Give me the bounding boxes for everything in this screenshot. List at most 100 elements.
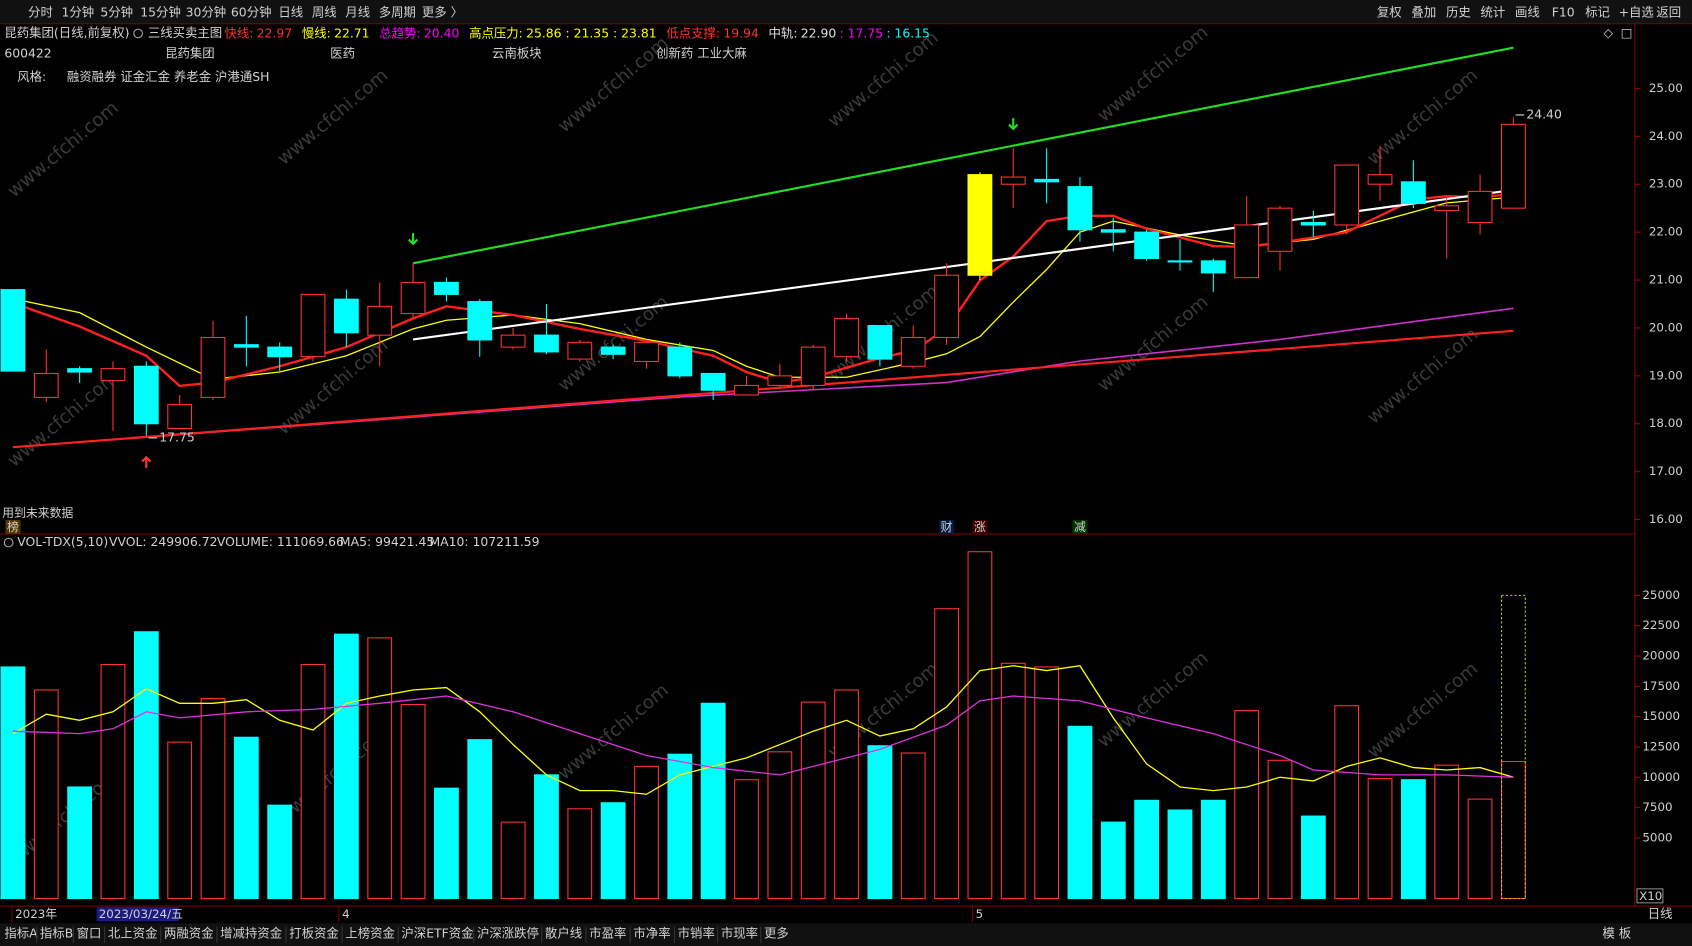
toolbar-item[interactable]: 返回 bbox=[1656, 4, 1681, 19]
bottom-tab[interactable]: 北上资金 bbox=[108, 926, 158, 941]
bottom-tab[interactable]: 增减持资金 bbox=[220, 926, 283, 941]
toolbar-item[interactable]: +自选 bbox=[1619, 4, 1654, 19]
candle-body bbox=[400, 281, 426, 315]
candle-body bbox=[1200, 260, 1226, 274]
toolbar-item[interactable]: 30分钟 bbox=[186, 4, 227, 19]
future-note: 用到未来数据 bbox=[2, 506, 73, 520]
volume-bar bbox=[800, 701, 826, 900]
y-tick-label: 25.00 bbox=[1649, 81, 1683, 95]
y-tick-label: 19.00 bbox=[1649, 368, 1683, 382]
toolbar-item[interactable]: 5分钟 bbox=[100, 4, 133, 19]
y-tick-label: 20.00 bbox=[1649, 320, 1683, 334]
tag: 云南板块 bbox=[492, 45, 542, 60]
toolbar-item[interactable]: 周线 bbox=[312, 4, 337, 19]
bottom-tab[interactable]: 打板资金 bbox=[289, 926, 339, 941]
bottom-tab[interactable]: 窗口 bbox=[77, 926, 102, 941]
indicator-name: 三线买卖主图 bbox=[148, 25, 222, 40]
volume-bar bbox=[767, 751, 793, 900]
bottom-tab[interactable]: 指标A bbox=[4, 926, 38, 941]
bottom-tab[interactable]: 指标B bbox=[40, 926, 73, 941]
candle-body bbox=[1067, 186, 1093, 231]
event-marker[interactable]: 减 bbox=[1074, 520, 1086, 534]
candle-body bbox=[434, 281, 459, 295]
candle-body bbox=[734, 384, 759, 396]
y-tick-label: 17500 bbox=[1642, 679, 1680, 693]
y-tick-label: 22.00 bbox=[1649, 225, 1683, 239]
volume-bar bbox=[267, 804, 293, 900]
icon[interactable]: □ bbox=[1621, 25, 1633, 40]
toolbar-item[interactable]: 日线 bbox=[278, 4, 303, 19]
toolbar-item[interactable]: 月线 bbox=[345, 4, 370, 19]
toolbar-item[interactable]: 统计 bbox=[1481, 4, 1506, 19]
bottom-tab[interactable]: 散户线 bbox=[545, 926, 582, 941]
marker-bg bbox=[939, 519, 955, 534]
volume-bar bbox=[67, 786, 93, 900]
bottom-tab[interactable]: 市净率 bbox=[633, 926, 670, 941]
template-button[interactable]: 模 板 bbox=[1602, 926, 1631, 941]
event-marker[interactable]: 涨 bbox=[974, 520, 986, 534]
event-marker[interactable]: 榜 bbox=[7, 520, 19, 534]
volume-ma bbox=[12, 695, 1514, 778]
x-tick-label: 4 bbox=[342, 907, 350, 921]
toolbar-item[interactable]: 多周期 bbox=[379, 4, 416, 19]
toolbar-item[interactable]: 60分钟 bbox=[231, 4, 272, 19]
toolbar-bg bbox=[0, 0, 1692, 24]
bottom-tab[interactable]: 市盈率 bbox=[589, 926, 626, 941]
toolbar-item[interactable]: 标记 bbox=[1585, 4, 1610, 19]
y-tick-label: 5000 bbox=[1642, 830, 1672, 844]
candle-body bbox=[167, 404, 193, 430]
indicator-label: 总趋势: bbox=[379, 25, 420, 40]
candle-body bbox=[1134, 231, 1160, 260]
tabbar-bg bbox=[0, 923, 1692, 946]
y-tick-label: 7500 bbox=[1642, 800, 1672, 814]
ui: 分时 1分钟 5分钟 15分钟 30分钟 60分钟 日线 周线 月线 多周期 更多 〉复权 叠加 历史统… bbox=[2, 4, 1683, 943]
icon[interactable]: ◇ bbox=[1604, 25, 1614, 40]
candle-body bbox=[567, 341, 593, 360]
toolbar-item[interactable]: 分时 bbox=[28, 4, 53, 19]
indicator-line bbox=[412, 46, 1514, 265]
bottom-tab[interactable]: 更多 bbox=[764, 926, 789, 941]
volume-bar bbox=[500, 821, 526, 900]
toolbar-item[interactable]: 1分钟 bbox=[62, 4, 95, 19]
toolbar-item[interactable]: 复权 bbox=[1377, 4, 1402, 19]
bottom-tab[interactable]: 两融资金 bbox=[164, 926, 214, 941]
toolbar-item[interactable]: 更多 〉 bbox=[422, 4, 463, 19]
bottom-tab[interactable]: 上榜资金 bbox=[345, 926, 395, 941]
candle-body bbox=[867, 325, 893, 360]
indicator-line bbox=[12, 329, 1514, 449]
indicator-value: : 17.75 bbox=[839, 25, 883, 40]
volume-bar bbox=[534, 774, 559, 900]
event-marker[interactable]: 财 bbox=[941, 520, 953, 534]
volume-bar bbox=[200, 697, 226, 900]
toolbar-item[interactable]: 叠加 bbox=[1411, 4, 1436, 19]
toolbar-item[interactable]: 15分钟 bbox=[140, 4, 181, 19]
candle-body bbox=[200, 336, 226, 398]
volume-bar bbox=[600, 802, 626, 900]
period-label[interactable]: 日线 bbox=[1648, 906, 1673, 921]
volume-bar bbox=[367, 637, 393, 900]
bottom-tab[interactable]: 市现率 bbox=[721, 926, 758, 941]
bottom-tab[interactable]: 市销率 bbox=[678, 926, 715, 941]
volume-header: MA10: 107211.59 bbox=[429, 534, 539, 549]
volume-bar bbox=[1000, 662, 1026, 900]
toolbar-item[interactable]: 历史 bbox=[1446, 4, 1471, 19]
candle-body bbox=[1367, 174, 1393, 185]
vol-icon bbox=[3, 537, 14, 548]
candle-body bbox=[500, 334, 526, 348]
toolbar-item[interactable]: F10 bbox=[1552, 4, 1575, 19]
candle-body bbox=[600, 346, 626, 355]
bottom-tab[interactable]: 沪深涨跌停 bbox=[477, 926, 539, 941]
volume-bar bbox=[33, 689, 59, 900]
volume-bar bbox=[1501, 760, 1526, 900]
volume-projection bbox=[1501, 594, 1526, 900]
bottom-tab[interactable]: 沪深ETF资金 bbox=[401, 926, 474, 941]
candle-body bbox=[834, 317, 859, 358]
volume-bar bbox=[1267, 759, 1293, 900]
candle-body bbox=[900, 336, 926, 367]
cursor-bg bbox=[96, 907, 179, 922]
candle-body bbox=[634, 341, 659, 363]
y-tick-label: 24.00 bbox=[1649, 129, 1683, 143]
toolbar-item[interactable]: 画线 bbox=[1515, 4, 1540, 19]
tag: 创新药 工业大麻 bbox=[656, 45, 747, 60]
candle-body bbox=[534, 334, 559, 353]
